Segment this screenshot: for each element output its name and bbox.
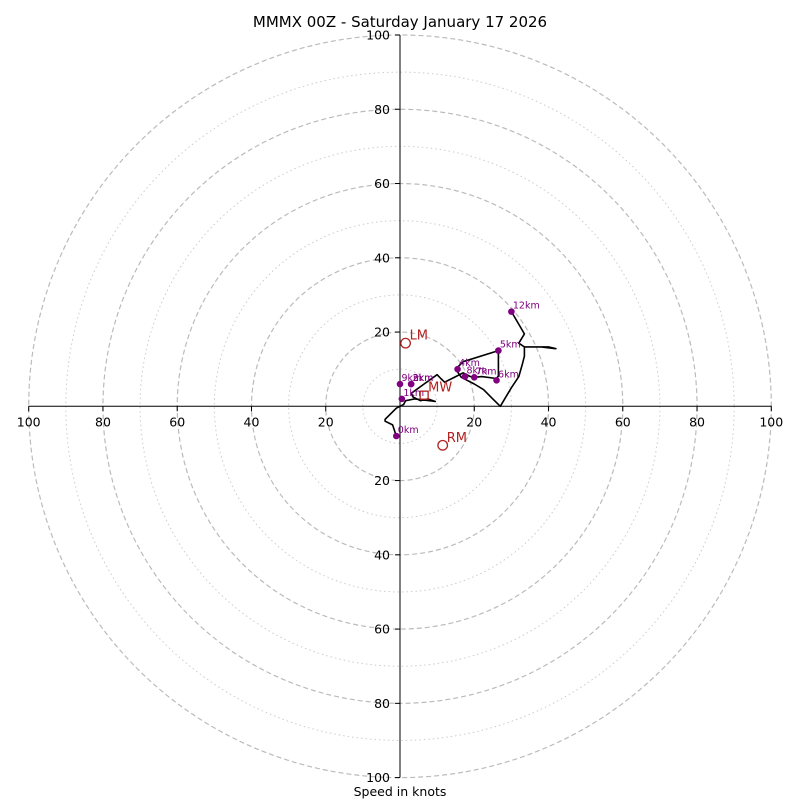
height-marker-0km xyxy=(392,432,400,440)
height-marker-6km xyxy=(493,377,500,384)
height-marker-12km xyxy=(508,308,515,315)
height-marker-label-4km: 4km xyxy=(459,358,480,369)
height-marker-label-12km: 12km xyxy=(513,301,540,312)
x-tick-label: 100 xyxy=(759,414,783,429)
height-marker-label-1km: 1km xyxy=(403,388,424,399)
storm-motion-label-MW: MW xyxy=(428,381,452,396)
storm-motion-RM xyxy=(437,439,449,451)
height-marker-label-0km: 0km xyxy=(398,425,419,436)
x-tick-label: 20 xyxy=(318,414,334,429)
height-marker-5km xyxy=(495,347,502,354)
x-tick-label: 20 xyxy=(466,414,482,429)
tick-labels: 20 20 20 20 40 40 40 40 60 60 60 60 80 80 80 80 100 100 10… xyxy=(17,28,784,786)
x-tick-label: 80 xyxy=(689,414,705,429)
height-marker-label-7km: 7km xyxy=(476,366,497,377)
y-tick-label: 60 xyxy=(374,176,390,191)
x-tick-label: 100 xyxy=(17,414,41,429)
height-marker-7km xyxy=(470,374,478,381)
y-tick-label: 80 xyxy=(374,102,390,117)
y-tick-label: 40 xyxy=(374,547,390,562)
storm-motion-MW xyxy=(419,390,429,400)
height-marker-8km xyxy=(461,373,469,380)
height-marker-label-9km: 9km xyxy=(402,373,423,384)
height-marker-9km xyxy=(396,380,404,388)
y-tick-label: 20 xyxy=(374,325,390,340)
height-marker-label-6km: 6km xyxy=(498,369,519,380)
x-tick-label: 60 xyxy=(169,414,185,429)
height-marker-4km xyxy=(454,365,461,373)
y-tick-label: 40 xyxy=(374,250,390,265)
x-axis-label: Speed in knots xyxy=(354,784,447,799)
height-marker-label-5km: 5km xyxy=(500,340,521,351)
x-tick-label: 60 xyxy=(615,414,631,429)
x-tick-label: 40 xyxy=(244,414,260,429)
y-tick-label: 60 xyxy=(374,622,390,637)
height-marker-label-8km: 8km xyxy=(466,366,487,377)
x-tick-label: 40 xyxy=(541,414,557,429)
y-tick-label: 100 xyxy=(366,28,390,43)
storm-motion-label-RM: RM xyxy=(447,431,467,446)
chart-title: MMMX 00Z - Saturday January 17 2026 xyxy=(253,13,547,31)
y-tick-label: 100 xyxy=(366,770,390,785)
storm-motion-label-LM: LM xyxy=(410,329,428,344)
y-tick-label: 20 xyxy=(374,473,390,488)
height-marker-1km xyxy=(398,395,406,403)
x-tick-label: 80 xyxy=(95,414,111,429)
height-marker-label-3km: 3km xyxy=(413,373,434,384)
height-marker-3km xyxy=(407,380,415,388)
storm-motion-markers: LM RM MW xyxy=(400,329,467,451)
y-tick-label: 80 xyxy=(374,696,390,711)
storm-motion-LM xyxy=(400,337,412,349)
height-marker-label-2km: 2km xyxy=(413,373,434,384)
